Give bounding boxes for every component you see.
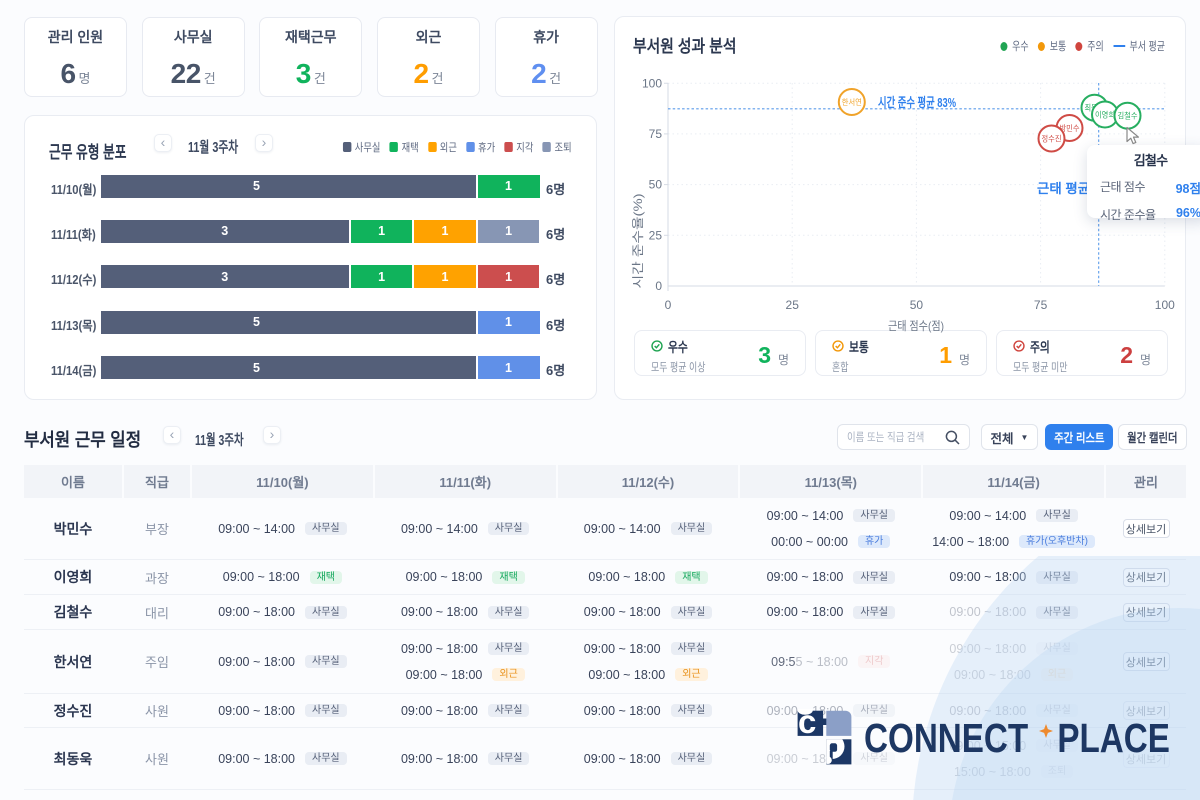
svg-text:25: 25 [786,298,800,312]
svg-text:김철수: 김철수 [1118,111,1138,121]
svg-text:75: 75 [1034,298,1048,312]
svg-text:c: c [798,709,816,740]
svg-text:50: 50 [910,298,924,312]
svg-text:100: 100 [1155,298,1175,312]
svg-text:25: 25 [649,228,663,242]
svg-text:근태 점수(점): 근태 점수(점) [888,319,944,333]
svg-text:50: 50 [649,178,663,192]
svg-text:이영희: 이영희 [1095,110,1115,120]
svg-text:시간 준수율(%): 시간 준수율(%) [631,194,645,289]
svg-text:0: 0 [665,298,672,312]
svg-text:시간 준수 평균 83%: 시간 준수 평균 83% [878,95,956,110]
svg-text:0: 0 [655,279,662,293]
svg-text:정수진: 정수진 [1042,134,1062,144]
svg-text:75: 75 [649,127,663,141]
svg-text:100: 100 [642,77,662,91]
svg-text:박민수: 박민수 [1060,123,1080,133]
svg-text:한서연: 한서연 [842,98,862,107]
